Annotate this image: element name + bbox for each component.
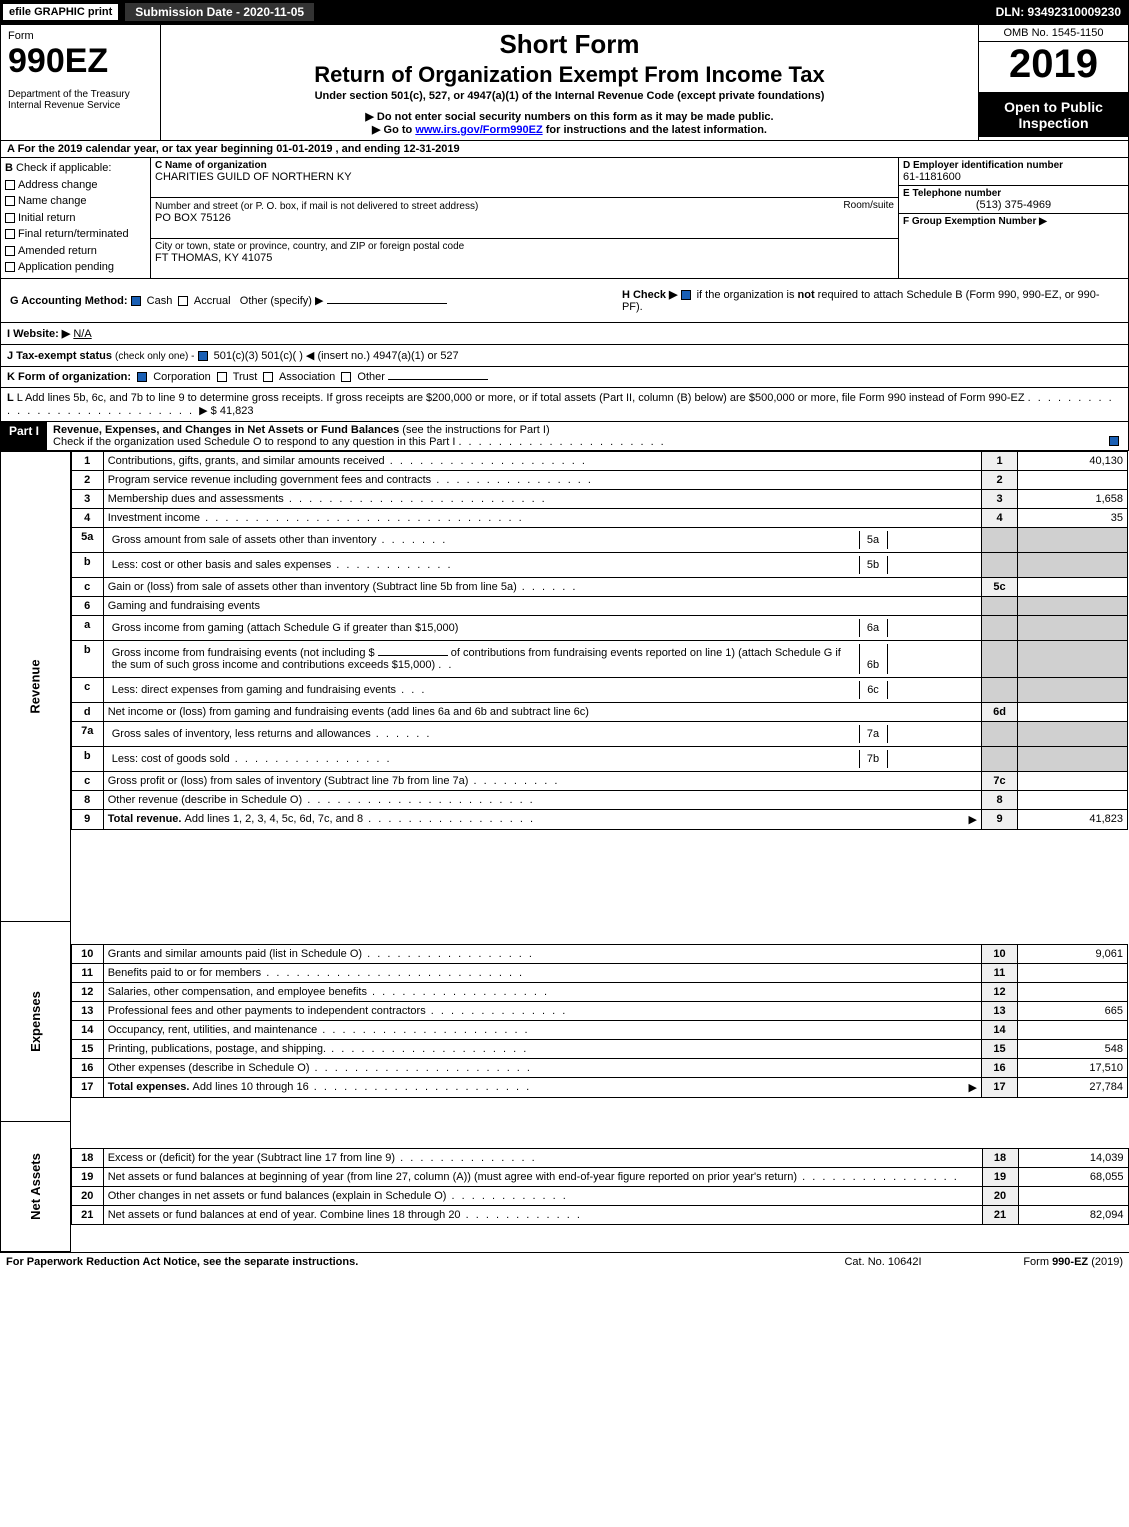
other-org-checkbox[interactable] — [341, 372, 351, 382]
line-1: 1 Contributions, gifts, grants, and simi… — [71, 452, 1127, 471]
under-section: Under section 501(c), 527, or 4947(a)(1)… — [169, 90, 970, 102]
association-checkbox[interactable] — [263, 372, 273, 382]
line-21: 21Net assets or fund balances at end of … — [71, 1205, 1128, 1224]
line-5b: b Less: cost or other basis and sales ex… — [71, 553, 1127, 578]
line-16: 16Other expenses (describe in Schedule O… — [71, 1059, 1127, 1078]
line-6b: b Gross income from fundraising events (… — [71, 641, 1127, 678]
line-13: 13Professional fees and other payments t… — [71, 1002, 1127, 1021]
line-2: 2 Program service revenue including gove… — [71, 471, 1127, 490]
phone-label: E Telephone number — [903, 188, 1124, 199]
short-form-title: Short Form — [169, 29, 970, 60]
corporation-checkbox[interactable] — [137, 372, 147, 382]
line-6a: a Gross income from gaming (attach Sched… — [71, 616, 1127, 641]
revenue-label: Revenue — [28, 659, 43, 713]
dept2: Internal Revenue Service — [8, 100, 153, 111]
amended-return-checkbox[interactable] — [5, 246, 15, 256]
box-b: B Check if applicable: Address change Na… — [1, 158, 151, 278]
addr-label: Number and street (or P. O. box, if mail… — [155, 201, 478, 212]
omb-number: OMB No. 1545-1150 — [979, 25, 1128, 42]
addr-value: PO BOX 75126 — [155, 212, 894, 224]
line-12: 12Salaries, other compensation, and empl… — [71, 983, 1127, 1002]
line-4: 4 Investment income . . . . . . . . . . … — [71, 509, 1127, 528]
address-change-checkbox[interactable] — [5, 180, 15, 190]
submission-date: Submission Date - 2020-11-05 — [125, 3, 314, 21]
part1-bar: Part I — [1, 422, 47, 450]
line-15: 15Printing, publications, postage, and s… — [71, 1040, 1127, 1059]
accrual-checkbox[interactable] — [178, 296, 188, 306]
dept1: Department of the Treasury — [8, 89, 153, 100]
line-a-tax-year: A For the 2019 calendar year, or tax yea… — [0, 141, 1129, 158]
line-6c: c Less: direct expenses from gaming and … — [71, 678, 1127, 703]
footer: For Paperwork Reduction Act Notice, see … — [0, 1252, 1129, 1271]
gross-receipts-value: 41,823 — [220, 405, 254, 417]
group-exemption-label: F Group Exemption Number ▶ — [903, 216, 1124, 227]
irs-link[interactable]: www.irs.gov/Form990EZ — [415, 124, 542, 136]
final-return-checkbox[interactable] — [5, 229, 15, 239]
line-11: 11Benefits paid to or for members . . . … — [71, 964, 1127, 983]
dln: DLN: 93492310009230 — [996, 5, 1129, 19]
form-of-org: K Form of organization: Corporation Trus… — [0, 367, 1129, 388]
line-7a: 7a Gross sales of inventory, less return… — [71, 722, 1127, 747]
initial-return-checkbox[interactable] — [5, 213, 15, 223]
line-14: 14Occupancy, rent, utilities, and mainte… — [71, 1021, 1127, 1040]
ein-value: 61-1181600 — [903, 171, 1124, 183]
part1-check-note: Check if the organization used Schedule … — [53, 436, 455, 448]
schedule-o-check[interactable] — [1109, 436, 1119, 446]
application-pending-checkbox[interactable] — [5, 262, 15, 272]
line-18: 18Excess or (deficit) for the year (Subt… — [71, 1148, 1128, 1167]
room-label: Room/suite — [843, 200, 894, 211]
topbar: efile GRAPHIC print Submission Date - 20… — [0, 0, 1129, 24]
line-9: 9 Total revenue. Add lines 1, 2, 3, 4, 5… — [71, 810, 1127, 830]
open-to-public: Open to Public Inspection — [979, 93, 1128, 137]
tax-year: 2019 — [979, 42, 1128, 87]
line-20: 20Other changes in net assets or fund ba… — [71, 1186, 1128, 1205]
tax-exempt-status: J Tax-exempt status (check only one) - 5… — [0, 345, 1129, 367]
city-label: City or town, state or province, country… — [155, 241, 894, 252]
part1-title: Revenue, Expenses, and Changes in Net As… — [53, 424, 399, 436]
website-value: N/A — [73, 328, 91, 340]
line-7b: b Less: cost of goods sold . . . . . . .… — [71, 747, 1127, 772]
line-6d: d Net income or (loss) from gaming and f… — [71, 703, 1127, 722]
form-number: 990EZ — [8, 42, 153, 81]
line-7c: c Gross profit or (loss) from sales of i… — [71, 772, 1127, 791]
website-row: I Website: ▶ N/A — [0, 323, 1129, 345]
form-ref: Form 990-EZ (2019) — [963, 1256, 1123, 1268]
cash-checkbox[interactable] — [131, 296, 141, 306]
expenses-label: Expenses — [28, 991, 43, 1052]
accounting-method: G Accounting Method: Cash Accrual Other … — [9, 287, 619, 314]
return-title: Return of Organization Exempt From Incom… — [169, 62, 970, 88]
org-name: CHARITIES GUILD OF NORTHERN KY — [155, 171, 894, 183]
line-l-gross-receipts: L L Add lines 5b, 6c, and 7b to line 9 t… — [0, 388, 1129, 422]
schedule-b-check: H Check ▶ if the organization is not req… — [621, 287, 1120, 314]
efile-print-button[interactable]: efile GRAPHIC print — [2, 3, 119, 21]
ein-label: D Employer identification number — [903, 160, 1124, 171]
501c3-checkbox[interactable] — [198, 351, 208, 361]
line-10: 10Grants and similar amounts paid (list … — [71, 945, 1127, 964]
line-17: 17Total expenses. Add lines 10 through 1… — [71, 1078, 1127, 1098]
line-5c: c Gain or (loss) from sale of assets oth… — [71, 578, 1127, 597]
line-5a: 5a Gross amount from sale of assets othe… — [71, 528, 1127, 553]
line-3: 3 Membership dues and assessments . . . … — [71, 490, 1127, 509]
schedule-b-checkbox[interactable] — [681, 290, 691, 300]
cat-number: Cat. No. 10642I — [803, 1256, 963, 1268]
phone-value: (513) 375-4969 — [903, 199, 1124, 211]
form-label: Form — [8, 30, 153, 42]
trust-checkbox[interactable] — [217, 372, 227, 382]
line-19: 19Net assets or fund balances at beginni… — [71, 1167, 1128, 1186]
header-table: Form 990EZ Department of the Treasury In… — [0, 24, 1129, 141]
name-change-checkbox[interactable] — [5, 196, 15, 206]
name-label: C Name of organization — [155, 160, 894, 171]
ssn-note: ▶ Do not enter social security numbers o… — [169, 110, 970, 123]
paperwork-notice: For Paperwork Reduction Act Notice, see … — [6, 1256, 803, 1268]
goto-note: ▶ Go to www.irs.gov/Form990EZ for instru… — [169, 123, 970, 136]
line-6: 6 Gaming and fundraising events — [71, 597, 1127, 616]
net-assets-label: Net Assets — [28, 1153, 43, 1220]
line-8: 8 Other revenue (describe in Schedule O)… — [71, 791, 1127, 810]
city-value: FT THOMAS, KY 41075 — [155, 252, 894, 264]
